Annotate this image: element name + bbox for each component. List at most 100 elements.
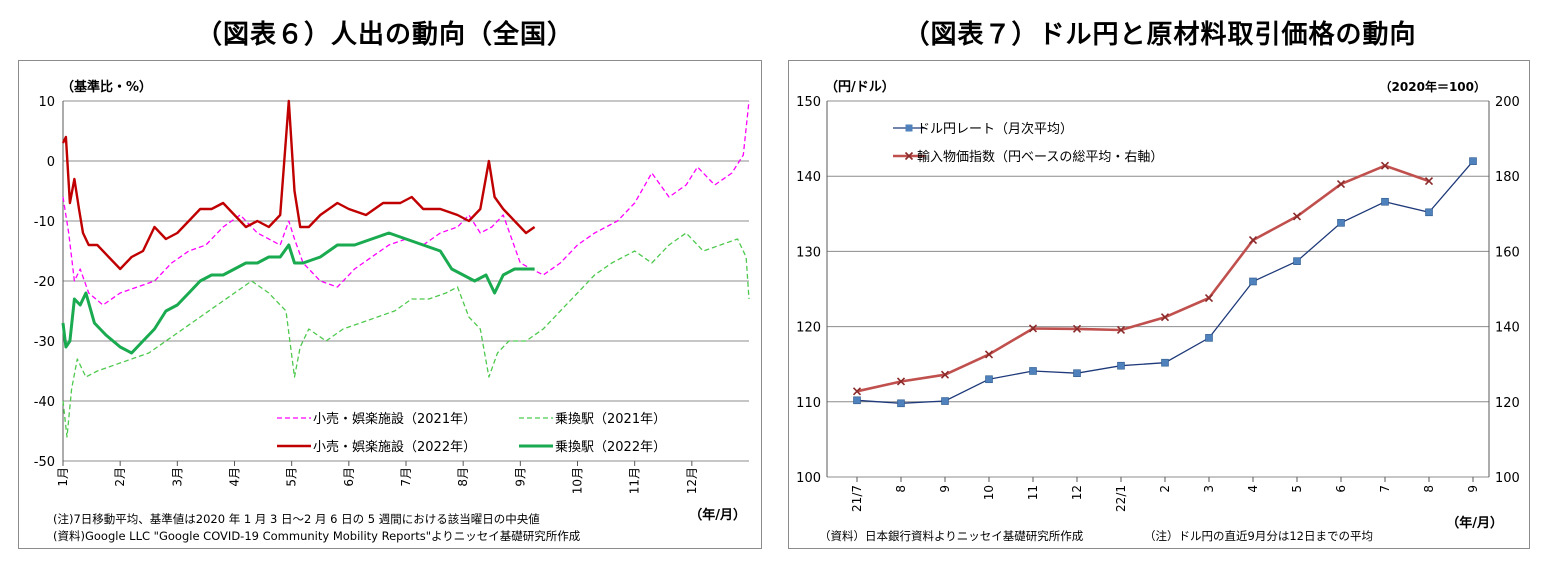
x-tick-label-3: 10 (982, 485, 996, 500)
legend-label-2: 小売・娯楽施設（2022年） (313, 439, 476, 455)
import-price-marker-3 (984, 350, 994, 359)
x-tick-label-11: 12月 (685, 467, 699, 494)
y-tick-label-1: 140 (796, 170, 821, 185)
source-text: (資料)Google LLC "Google COVID-19 Communit… (53, 529, 581, 543)
series-line-2 (61, 99, 536, 271)
y-axis-unit-label: （円/ドル） (825, 79, 895, 95)
import-price-marker-10 (1292, 212, 1302, 221)
import-price-marker-13 (1424, 177, 1434, 186)
import-price-marker-9 (1248, 236, 1258, 245)
usdjpy-marker-8 (1205, 334, 1213, 342)
usdjpy-marker-11 (1337, 219, 1345, 227)
y-tick-label-3: -20 (34, 275, 55, 290)
x-axis-unit-label: （年/月） (689, 507, 746, 523)
x-tick-label-10: 11月 (628, 467, 642, 494)
y-tick-label-6: -50 (34, 455, 55, 470)
mobility-chart-panel: 10 0 -10 -20 -30 -40 -50 （基準比・%） 1月 2月 3月 4月 5月 6月 7月 8… (18, 60, 762, 549)
x-tick-label-4: 11 (1026, 485, 1040, 500)
legend-label-0: 小売・娯楽施設（2021年） (313, 411, 476, 427)
usdjpy-marker-5 (1073, 369, 1081, 378)
x-tick-label-8: 9月 (513, 467, 527, 487)
usdjpy-marker-13 (1425, 208, 1433, 217)
x-axis-unit-label: （年/月） (1446, 515, 1503, 531)
x-tick-label-7: 8月 (456, 467, 470, 487)
import-price-marker-7 (1160, 313, 1170, 322)
usdjpy-marker-0 (853, 396, 861, 405)
fx-price-chart: 150 140 130 120 110 100 200 180 160 140 120 100 （円/ド… (796, 79, 1520, 543)
right-chart-title: （図表７）ドル円と原材料取引価格の動向 (903, 20, 1417, 50)
legend-label-3: 乗換駅（2022年） (555, 440, 666, 455)
x-tick-label-0: 21/7 (850, 485, 864, 512)
import-price-marker-11 (1336, 180, 1346, 189)
x-tick-label-12: 7 (1378, 485, 1392, 493)
x-tick-label-9: 4 (1246, 485, 1260, 493)
import-price-marker-8 (1204, 293, 1214, 303)
note-text: (注)7日移動平均、基準値は2020 年 1 月 3 日～2 月 6 日の 5 … (53, 512, 540, 526)
legend-label-1: 乗換駅（2021年） (555, 412, 666, 427)
x-tick-label-11: 6 (1334, 485, 1348, 493)
y2-tick-label-3: 140 (1495, 321, 1520, 336)
x-tick-label-7: 2 (1158, 485, 1172, 493)
usdjpy-marker-2 (941, 397, 949, 405)
x-tick-label-3: 4月 (228, 467, 242, 487)
import-price-marker-0 (852, 387, 862, 396)
usdjpy-marker-10 (1293, 257, 1301, 265)
x-tick-label-6: 7月 (399, 467, 413, 487)
import-price-marker-2 (940, 370, 950, 379)
import-price-marker-12 (1380, 161, 1390, 170)
y2-axis-unit-label: （2020年＝100） (1380, 79, 1486, 94)
x-tick-label-2: 3月 (170, 467, 184, 487)
legend-marker-usdjpy (905, 124, 913, 132)
usdjpy-marker-4 (1029, 367, 1037, 375)
usdjpy-marker-3 (985, 375, 993, 384)
legend-label-usdjpy: ドル円レート（月次平均） (917, 121, 1073, 137)
legend-label-import-price: 輸入物価指数（円ベースの総平均・右軸） (917, 150, 1163, 165)
usdjpy-marker-14 (1469, 157, 1477, 165)
y-tick-label-5: 100 (796, 471, 821, 486)
series-line-0 (62, 100, 750, 306)
mobility-chart: 10 0 -10 -20 -30 -40 -50 （基準比・%） 1月 2月 3月 4月 5月 6月 7月 8… (34, 79, 750, 543)
series-line-3 (61, 231, 535, 355)
x-tick-label-9: 10月 (571, 467, 585, 494)
import-price-marker-1 (896, 377, 906, 386)
usdjpy-marker-6 (1117, 361, 1125, 370)
source-text: （資料）日本銀行資料よりニッセイ基礎研究所作成 (819, 529, 1084, 543)
x-tick-label-6: 22/1 (1114, 485, 1128, 512)
y-axis-unit-label: （基準比・%） (61, 79, 152, 95)
y2-tick-label-0: 200 (1495, 95, 1520, 110)
x-tick-label-5: 12 (1070, 485, 1084, 500)
x-tick-label-10: 5 (1290, 485, 1304, 493)
x-tick-label-2: 9 (938, 485, 952, 493)
x-tick-label-1: 2月 (113, 467, 127, 487)
y2-tick-label-4: 120 (1495, 396, 1520, 411)
usdjpy-marker-7 (1161, 358, 1169, 367)
series-line-1 (62, 232, 750, 438)
series-line-import-price (856, 164, 1430, 393)
series-line-usdjpy (856, 160, 1474, 404)
x-tick-label-4: 5月 (285, 467, 299, 487)
y-tick-label-2: 130 (796, 245, 821, 260)
y-tick-label-5: -40 (34, 395, 55, 410)
x-tick-label-5: 6月 (342, 467, 356, 487)
y2-tick-label-5: 100 (1495, 471, 1520, 486)
y-tick-label-0: 150 (796, 95, 821, 110)
import-price-marker-6 (1116, 325, 1126, 335)
y-tick-label-4: -30 (34, 335, 55, 350)
y-tick-label-0: 10 (38, 95, 55, 110)
y-tick-label-2: -10 (34, 215, 55, 230)
usdjpy-marker-9 (1249, 277, 1257, 286)
note-text: （注）ドル円の直近9月分は12日までの平均 (1144, 529, 1373, 543)
y-tick-label-3: 120 (796, 321, 821, 336)
x-tick-label-14: 9 (1466, 485, 1480, 493)
import-price-marker-5 (1072, 324, 1082, 333)
x-tick-label-1: 8 (894, 485, 908, 493)
y2-tick-label-2: 160 (1495, 245, 1520, 260)
left-chart-title: （図表６）人出の動向（全国） (195, 20, 574, 50)
import-price-marker-4 (1028, 324, 1038, 333)
legend-marker-import-price (904, 151, 914, 161)
x-tick-label-8: 3 (1202, 485, 1216, 493)
y2-tick-label-1: 180 (1495, 170, 1520, 185)
y-tick-label-4: 110 (796, 396, 821, 411)
y-tick-label-1: 0 (47, 155, 55, 170)
x-tick-label-0: 1月 (56, 467, 70, 487)
